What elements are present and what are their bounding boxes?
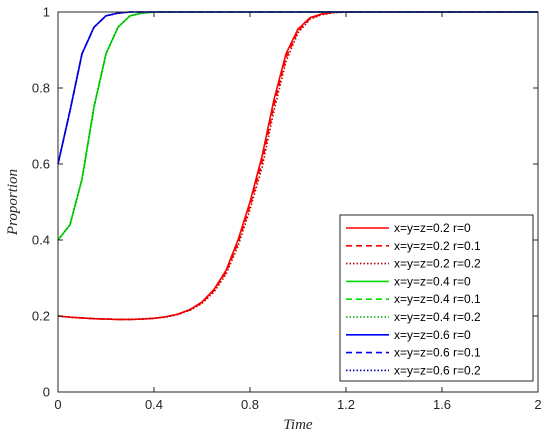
- legend-label-8: x=y=z=0.6 r=0.1: [394, 346, 481, 360]
- plot-frame: [57, 11, 539, 393]
- legend: x=y=z=0.2 r=0 x=y=z=0.2 r=0.1 x=y=z=0.2 r=…: [339, 214, 534, 382]
- y-axis-title: Proportion: [5, 169, 21, 236]
- y-tick-label: 0.4: [32, 233, 50, 248]
- legend-label-9: x=y=z=0.6 r=0.2: [394, 363, 481, 377]
- legend-label-7: x=y=z=0.6 r=0: [394, 328, 471, 342]
- x-tick-label: 0.8: [241, 397, 259, 412]
- legend-label-5: x=y=z=0.4 r=0.1: [394, 292, 481, 306]
- x-tick-label: 0.4: [145, 397, 163, 412]
- y-tick-label: 0.2: [32, 309, 50, 324]
- y-tick-label: 0.6: [32, 157, 50, 172]
- y-tick-label: 1: [43, 5, 50, 20]
- legend-label-2: x=y=z=0.2 r=0.1: [394, 239, 481, 253]
- series-line-6: [57, 11, 538, 241]
- x-tick-label: 1.6: [433, 397, 451, 412]
- y-tick-label: 0.8: [32, 81, 50, 96]
- x-tick-label: 2: [534, 397, 541, 412]
- x-axis-title: Time: [283, 417, 313, 433]
- legend-box: [339, 214, 534, 382]
- x-axis: 0 0.4 0.8 1.2 1.6 2: [54, 12, 542, 412]
- legend-label-1: x=y=z=0.2 r=0: [394, 221, 471, 235]
- legend-label-6: x=y=z=0.4 r=0.2: [394, 310, 481, 324]
- x-tick-label: 1.2: [337, 397, 355, 412]
- y-tick-label: 0: [43, 385, 50, 400]
- x-tick-label: 0: [54, 397, 61, 412]
- legend-label-4: x=y=z=0.4 r=0: [394, 274, 471, 288]
- y-axis: 0 0.2 0.4 0.6 0.8 1: [32, 5, 538, 400]
- legend-label-3: x=y=z=0.2 r=0.2: [394, 257, 481, 271]
